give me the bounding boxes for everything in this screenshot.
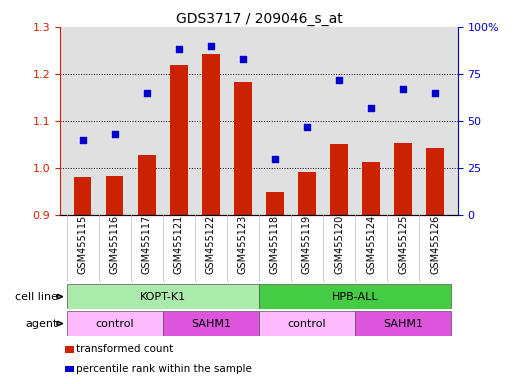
Text: KOPT-K1: KOPT-K1 bbox=[140, 291, 186, 302]
Text: GSM455121: GSM455121 bbox=[174, 215, 184, 274]
Bar bbox=[330, 144, 348, 215]
Text: control: control bbox=[95, 318, 134, 329]
Bar bbox=[66, 284, 259, 309]
Point bbox=[271, 156, 279, 162]
Bar bbox=[259, 284, 451, 309]
Bar bbox=[163, 311, 259, 336]
Text: GSM455122: GSM455122 bbox=[206, 215, 216, 275]
Point bbox=[142, 90, 151, 96]
Point bbox=[78, 137, 87, 143]
Text: SAHM1: SAHM1 bbox=[191, 318, 231, 329]
Text: percentile rank within the sample: percentile rank within the sample bbox=[76, 364, 252, 374]
Text: GSM455117: GSM455117 bbox=[142, 215, 152, 274]
Text: transformed count: transformed count bbox=[76, 344, 173, 354]
Bar bbox=[138, 155, 155, 215]
Text: GSM455120: GSM455120 bbox=[334, 215, 344, 274]
Bar bbox=[234, 83, 252, 215]
Text: control: control bbox=[288, 318, 326, 329]
Text: GSM455125: GSM455125 bbox=[398, 215, 408, 275]
Point bbox=[399, 86, 407, 92]
Text: GSM455118: GSM455118 bbox=[270, 215, 280, 274]
Bar bbox=[394, 143, 412, 215]
Bar bbox=[298, 172, 316, 215]
Bar bbox=[170, 65, 188, 215]
Bar bbox=[266, 192, 283, 215]
Bar bbox=[202, 54, 220, 215]
Title: GDS3717 / 209046_s_at: GDS3717 / 209046_s_at bbox=[176, 12, 342, 26]
Point bbox=[110, 131, 119, 137]
Point bbox=[238, 56, 247, 62]
Point bbox=[335, 76, 343, 83]
Text: GSM455119: GSM455119 bbox=[302, 215, 312, 274]
Bar bbox=[106, 177, 123, 215]
Text: GSM455123: GSM455123 bbox=[238, 215, 248, 274]
Text: GSM455126: GSM455126 bbox=[430, 215, 440, 274]
Text: GSM455124: GSM455124 bbox=[366, 215, 376, 274]
Text: GSM455116: GSM455116 bbox=[110, 215, 120, 274]
Point bbox=[303, 124, 311, 130]
Text: HPB-ALL: HPB-ALL bbox=[332, 291, 378, 302]
Bar bbox=[362, 162, 380, 215]
Bar bbox=[74, 177, 92, 215]
Point bbox=[367, 105, 376, 111]
Bar bbox=[426, 148, 444, 215]
Text: cell line: cell line bbox=[15, 291, 58, 302]
Point bbox=[431, 90, 439, 96]
Bar bbox=[66, 311, 163, 336]
Text: agent: agent bbox=[25, 318, 58, 329]
Bar bbox=[355, 311, 451, 336]
Bar bbox=[259, 311, 355, 336]
Text: GSM455115: GSM455115 bbox=[77, 215, 87, 274]
Point bbox=[175, 46, 183, 53]
Text: SAHM1: SAHM1 bbox=[383, 318, 423, 329]
Point bbox=[207, 43, 215, 49]
